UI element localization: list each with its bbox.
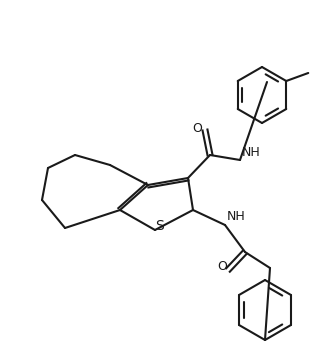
- Text: NH: NH: [242, 145, 261, 159]
- Text: NH: NH: [227, 211, 246, 223]
- Text: O: O: [217, 261, 227, 274]
- Text: O: O: [192, 121, 202, 135]
- Text: S: S: [155, 219, 163, 233]
